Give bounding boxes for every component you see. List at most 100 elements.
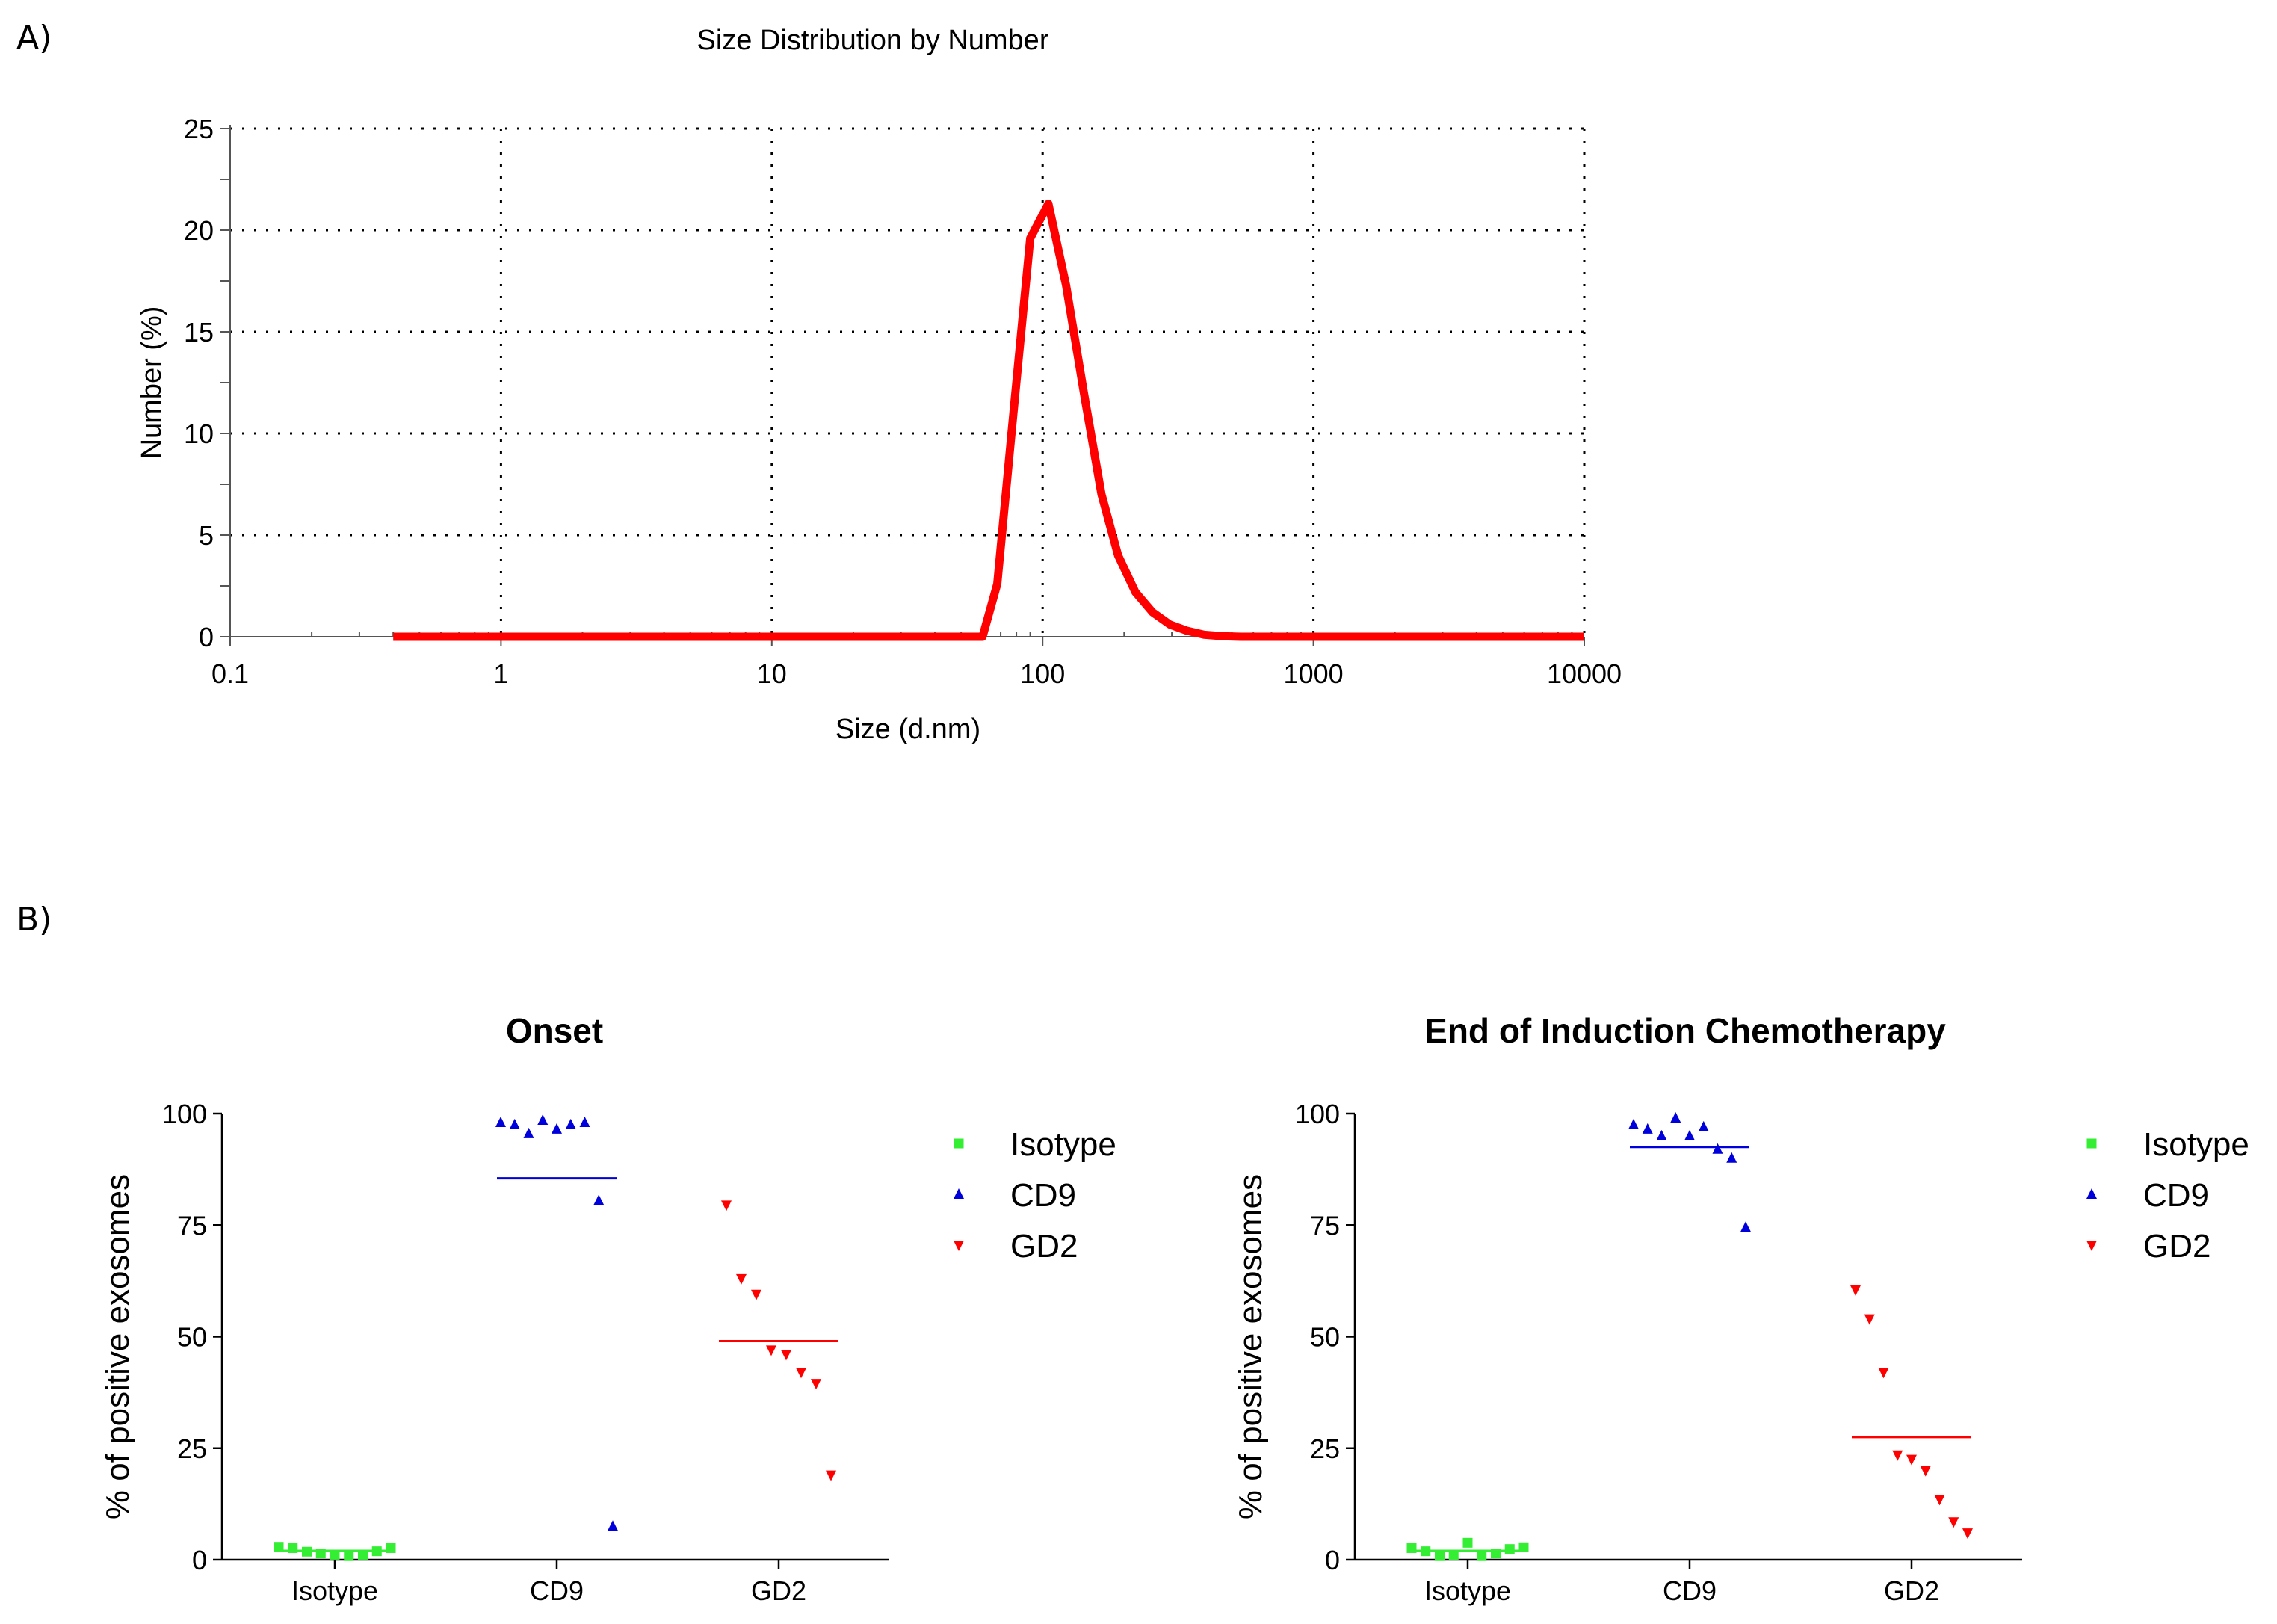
cd9-point [552, 1123, 562, 1134]
y-tick-label: 25 [184, 114, 214, 144]
end-of-induction-title: End of Induction Chemotherapy [1424, 1011, 1946, 1050]
isotype-point [1477, 1551, 1487, 1561]
chart-a-series [393, 200, 1584, 641]
chart-a-title: Size Distribution by Number [697, 25, 1049, 56]
y-tick-label: 0 [192, 1545, 207, 1575]
legend-cd9-marker [954, 1188, 964, 1199]
y-tick-label: 5 [199, 520, 214, 551]
chart-a-axes [229, 125, 1584, 637]
x-tick-label: 100 [1020, 658, 1065, 689]
x-tick-label: 0.1 [211, 658, 249, 689]
y-tick-label: 75 [177, 1210, 207, 1241]
onset-legend: Isotype CD9 GD2 [954, 1126, 1116, 1265]
gd2-point [811, 1379, 821, 1390]
cd9-point [1726, 1152, 1737, 1163]
y-tick-label: 50 [177, 1322, 207, 1353]
isotype-point [1518, 1542, 1529, 1552]
size-distribution-curve [393, 200, 1584, 641]
isotype-point [1462, 1537, 1473, 1548]
cd9-point [495, 1116, 506, 1127]
legend-gd2-label: GD2 [1010, 1228, 1078, 1265]
y-tick-label: 100 [1295, 1099, 1340, 1129]
x-tick-label: 1000 [1284, 658, 1344, 689]
cd9-point [1628, 1118, 1639, 1129]
x-tick-label: CD9 [1663, 1575, 1717, 1606]
isotype-point [1504, 1544, 1515, 1554]
isotype-point [344, 1551, 354, 1561]
cd9-point [1656, 1129, 1667, 1140]
legend-isotype-label: Isotype [2143, 1126, 2249, 1163]
cd9-point [509, 1118, 520, 1129]
gd2-point [1878, 1368, 1889, 1379]
end-of-induction-x-ticks: Isotype CD9 GD2 [1424, 1560, 1939, 1606]
isotype-point [1448, 1550, 1459, 1560]
end-of-induction-y-label: % of positive exosomes [1232, 1174, 1269, 1519]
y-tick-label: 75 [1310, 1210, 1340, 1241]
gd2-point [1906, 1454, 1917, 1466]
onset-means [275, 1177, 838, 1552]
cd9-point [579, 1116, 590, 1127]
gd2-point [1892, 1450, 1903, 1461]
panel-label-b: B) [16, 901, 52, 939]
gd2-point [1962, 1528, 1973, 1540]
legend-isotype-marker [954, 1138, 964, 1149]
y-tick-label: 20 [184, 215, 214, 246]
legend-isotype-label: Isotype [1010, 1126, 1116, 1163]
cd9-point [593, 1194, 605, 1205]
x-tick-label: 1 [493, 658, 508, 689]
gd2-point [1864, 1314, 1875, 1325]
gd2-point [796, 1368, 806, 1379]
chart-a-grid [230, 127, 1586, 637]
isotype-point [358, 1549, 368, 1560]
x-tick-label: GD2 [751, 1575, 806, 1606]
gd2-point [1920, 1466, 1931, 1477]
chart-a-y-label: Number (%) [136, 306, 167, 460]
panel-label-a: A) [16, 19, 52, 57]
cd9-point [1684, 1129, 1695, 1140]
chart-a-x-label: Size (d.nm) [835, 714, 980, 745]
gd2-point [721, 1200, 732, 1211]
end-of-induction-legend: Isotype CD9 GD2 [2086, 1126, 2249, 1265]
cd9-point [608, 1520, 618, 1531]
size-distribution-chart: Size Distribution by Number 0.1 1 10 100 100… [136, 25, 1622, 745]
onset-y-ticks: 0 25 50 75 100 [162, 1099, 222, 1575]
cd9-point [1698, 1120, 1709, 1131]
end-of-induction-points [1406, 1111, 1973, 1561]
gd2-point [826, 1470, 836, 1481]
isotype-point [274, 1542, 284, 1552]
legend-gd2-marker [2086, 1241, 2097, 1251]
end-of-induction-axes [1353, 1114, 2022, 1561]
x-tick-label: CD9 [530, 1575, 584, 1606]
y-tick-label: 10 [184, 419, 214, 449]
legend-gd2-marker [954, 1241, 964, 1251]
cd9-point [1642, 1123, 1653, 1134]
y-tick-label: 0 [199, 622, 214, 652]
x-tick-label: 10000 [1547, 658, 1622, 689]
onset-chart: Onset 0 25 50 75 100 Isotype CD9 GD2 Isotype CD… [99, 1011, 1116, 1606]
gd2-point [736, 1273, 747, 1285]
x-tick-label: 10 [757, 658, 787, 689]
legend-isotype-marker [2086, 1138, 2097, 1149]
onset-title: Onset [506, 1011, 603, 1050]
y-tick-label: 15 [184, 317, 214, 348]
gd2-point [1948, 1517, 1959, 1528]
y-tick-label: 100 [162, 1099, 207, 1129]
cd9-point [537, 1114, 549, 1125]
cd9-point [1670, 1111, 1681, 1123]
gd2-point [1850, 1285, 1861, 1296]
isotype-point [330, 1549, 340, 1560]
y-tick-label: 25 [1310, 1433, 1340, 1464]
cd9-point [565, 1118, 576, 1129]
y-tick-label: 0 [1325, 1545, 1340, 1575]
chart-a-y-ticks: 0 5 10 15 20 25 [184, 114, 230, 652]
end-of-induction-means [1408, 1146, 1971, 1552]
gd2-point [1934, 1495, 1945, 1506]
onset-points [274, 1114, 836, 1561]
gd2-point [781, 1350, 791, 1361]
legend-cd9-label: CD9 [1010, 1177, 1076, 1214]
x-tick-label: Isotype [291, 1575, 378, 1606]
legend-gd2-label: GD2 [2143, 1228, 2210, 1265]
end-of-induction-y-ticks: 0 25 50 75 100 [1295, 1099, 1355, 1575]
cd9-point [523, 1127, 534, 1138]
